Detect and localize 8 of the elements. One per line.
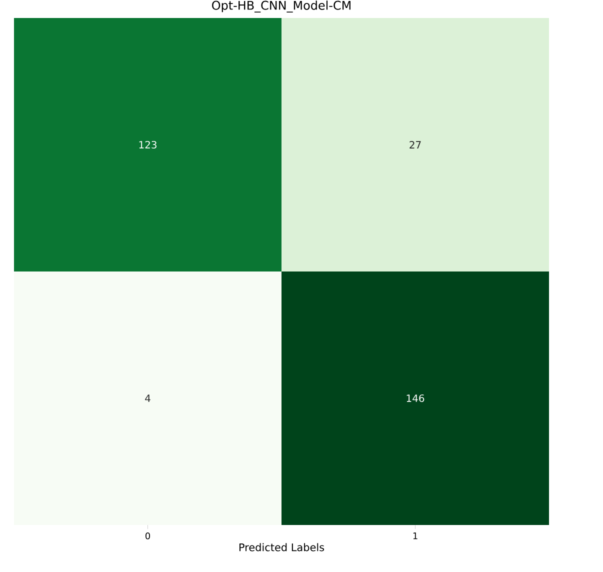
x-tick-label: 1 (413, 532, 418, 540)
data-label: 27 (410, 141, 421, 148)
x-axis-title: Predicted Labels (239, 543, 324, 552)
data-label: 146 (406, 394, 424, 402)
data-label: 4 (145, 394, 150, 402)
chart-title: Opt-HB_CNN_Model-CM (212, 0, 350, 12)
data-label: 123 (139, 140, 156, 149)
x-tick-label: 0 (145, 532, 150, 540)
